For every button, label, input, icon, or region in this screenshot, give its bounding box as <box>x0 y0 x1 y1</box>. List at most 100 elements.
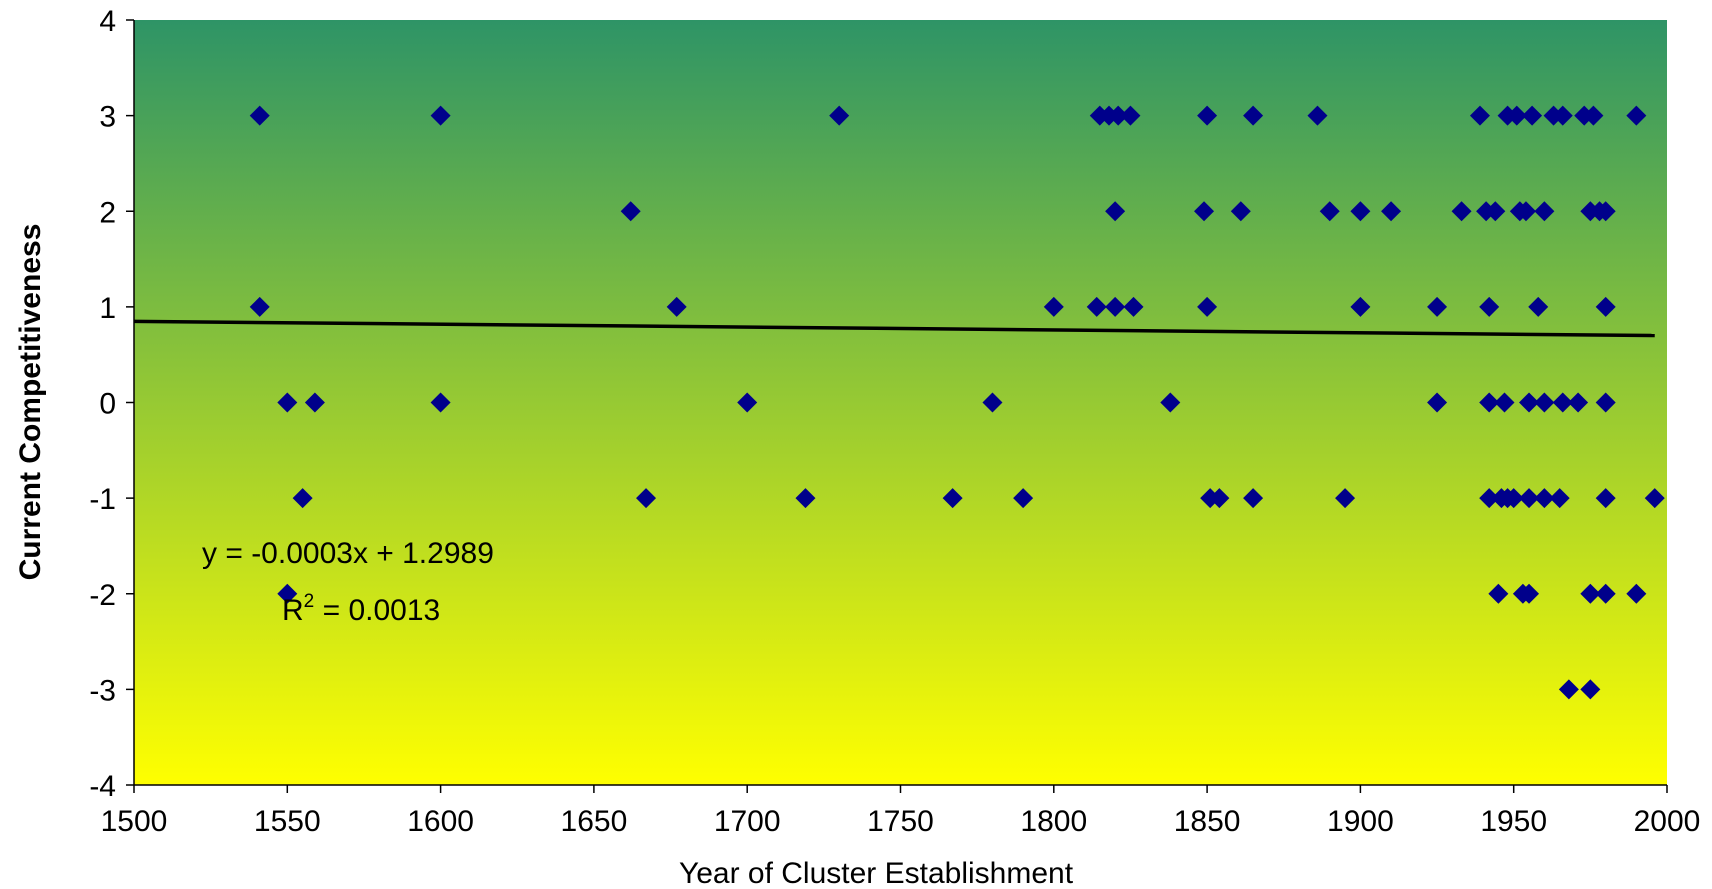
data-point <box>1335 488 1356 509</box>
y-tick-label: 2 <box>99 196 116 229</box>
data-point <box>1123 296 1144 317</box>
data-point <box>666 296 687 317</box>
data-point <box>1534 488 1555 509</box>
data-point <box>1552 392 1573 413</box>
data-point <box>277 392 298 413</box>
y-tick-label: -3 <box>89 674 116 707</box>
data-point <box>1528 296 1549 317</box>
data-point <box>1160 392 1181 413</box>
axis-ticks <box>126 19 1668 793</box>
r-squared-label: R2 = 0.0013 <box>282 591 440 627</box>
data-point <box>1534 392 1555 413</box>
data-point <box>1519 583 1540 604</box>
data-point <box>1595 583 1616 604</box>
y-tick-label: -2 <box>89 579 116 612</box>
x-tick-label: 1550 <box>254 805 321 838</box>
data-point <box>737 392 758 413</box>
data-point <box>1583 105 1604 126</box>
r-squared-exponent: 2 <box>304 591 315 612</box>
x-tick-label: 2000 <box>1634 805 1701 838</box>
x-tick-label: 1800 <box>1020 805 1087 838</box>
data-point <box>1086 296 1107 317</box>
x-tick-label: 1950 <box>1480 805 1547 838</box>
data-points <box>249 105 1665 700</box>
y-tick-label: 4 <box>99 5 116 38</box>
data-point <box>1427 296 1448 317</box>
data-point <box>1427 392 1448 413</box>
x-tick-label: 1850 <box>1174 805 1241 838</box>
r-squared-r: R <box>282 594 304 627</box>
data-point <box>277 583 298 604</box>
data-point <box>1485 201 1506 222</box>
data-point <box>1043 296 1064 317</box>
data-point <box>1243 488 1264 509</box>
data-point <box>1197 296 1218 317</box>
plot-area <box>134 20 1667 785</box>
data-point <box>1230 201 1251 222</box>
data-point <box>1626 105 1647 126</box>
data-point <box>1506 105 1527 126</box>
data-point <box>829 105 850 126</box>
data-point <box>1469 105 1490 126</box>
data-point <box>1552 105 1573 126</box>
data-point <box>1558 679 1579 700</box>
data-point <box>430 392 451 413</box>
y-tick-label: -4 <box>89 770 116 803</box>
data-point <box>1350 296 1371 317</box>
data-point <box>1519 488 1540 509</box>
data-point <box>1644 488 1665 509</box>
data-point <box>1515 201 1536 222</box>
x-tick-label: 1650 <box>561 805 628 838</box>
data-point <box>1519 392 1540 413</box>
data-point <box>1479 392 1500 413</box>
data-point <box>1580 679 1601 700</box>
data-point <box>1534 201 1555 222</box>
data-point <box>1451 201 1472 222</box>
y-tick-label: 3 <box>99 101 116 134</box>
data-point <box>1503 488 1524 509</box>
data-point <box>1580 583 1601 604</box>
data-point <box>1350 201 1371 222</box>
data-point <box>1568 392 1589 413</box>
data-point <box>1381 201 1402 222</box>
x-tick-label: 1600 <box>407 805 474 838</box>
y-axis-title: Current Competitiveness <box>14 224 47 581</box>
data-point <box>1243 105 1264 126</box>
data-point <box>795 488 816 509</box>
data-point <box>1595 296 1616 317</box>
data-point <box>1595 201 1616 222</box>
data-point <box>1307 105 1328 126</box>
y-tick-label: -1 <box>89 483 116 516</box>
data-point <box>1626 583 1647 604</box>
tick-labels: 1500 1550 1600 1650 1700 1750 1800 1850 1900 1950… <box>89 5 1700 838</box>
x-tick-label: 1900 <box>1327 805 1394 838</box>
data-point <box>1197 105 1218 126</box>
r-squared-value: = 0.0013 <box>314 594 440 627</box>
data-point <box>292 488 313 509</box>
y-tick-label: 1 <box>99 292 116 325</box>
data-point <box>620 201 641 222</box>
data-point <box>1494 392 1515 413</box>
y-tick-label: 0 <box>99 388 116 421</box>
data-point <box>1479 488 1500 509</box>
data-point <box>1120 105 1141 126</box>
data-point <box>982 392 1003 413</box>
trendline <box>133 319 1655 338</box>
data-point <box>1105 201 1126 222</box>
data-point <box>304 392 325 413</box>
data-point <box>1488 583 1509 604</box>
data-point <box>1194 201 1215 222</box>
data-point <box>249 105 270 126</box>
data-point <box>942 488 963 509</box>
x-tick-label: 1700 <box>714 805 781 838</box>
data-point <box>636 488 657 509</box>
x-tick-label: 1750 <box>867 805 934 838</box>
data-point <box>1108 105 1129 126</box>
data-point <box>1479 296 1500 317</box>
data-point <box>1522 105 1543 126</box>
x-tick-label: 1500 <box>101 805 168 838</box>
data-point <box>1209 488 1230 509</box>
data-point <box>1013 488 1034 509</box>
data-point <box>430 105 451 126</box>
